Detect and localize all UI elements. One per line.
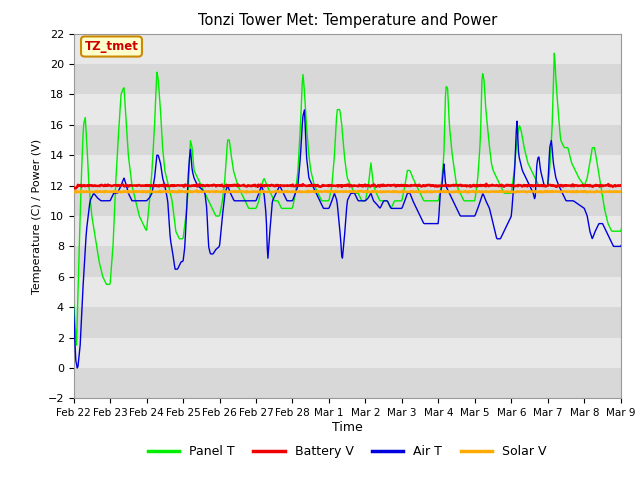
Battery V: [106, 182, 114, 188]
Bar: [74, 95, 621, 125]
Battery V: [425, 182, 433, 188]
Bar: [74, 155, 621, 186]
Y-axis label: Temperature (C) / Power (V): Temperature (C) / Power (V): [32, 138, 42, 294]
Bar: [74, 216, 621, 246]
Bar: [74, 125, 621, 155]
Panel T: [574, 173, 582, 179]
Battery V: [410, 183, 417, 189]
X-axis label: Time: Time: [332, 421, 363, 434]
Bar: [74, 34, 621, 64]
Legend: Panel T, Battery V, Air T, Solar V: Panel T, Battery V, Air T, Solar V: [143, 440, 552, 463]
Battery V: [70, 184, 77, 190]
Air T: [574, 201, 582, 207]
Text: TZ_tmet: TZ_tmet: [84, 40, 138, 53]
Air T: [70, 304, 77, 310]
Battery V: [514, 183, 522, 189]
Panel T: [106, 281, 114, 287]
Panel T: [410, 176, 417, 182]
Air T: [443, 185, 451, 191]
Line: Battery V: Battery V: [74, 184, 640, 188]
Panel T: [425, 198, 433, 204]
Solar V: [426, 189, 433, 195]
Line: Air T: Air T: [74, 110, 640, 368]
Battery V: [442, 182, 450, 188]
Solar V: [106, 189, 113, 194]
Bar: [74, 307, 621, 337]
Battery V: [574, 183, 582, 189]
Battery V: [72, 185, 79, 191]
Air T: [74, 365, 81, 371]
Bar: [74, 337, 621, 368]
Bar: [74, 64, 621, 95]
Air T: [106, 198, 114, 204]
Panel T: [442, 84, 450, 90]
Air T: [301, 107, 308, 113]
Panel T: [70, 301, 77, 307]
Bar: [74, 186, 621, 216]
Air T: [426, 221, 433, 227]
Bar: [74, 277, 621, 307]
Solar V: [410, 189, 418, 195]
Bar: [74, 246, 621, 277]
Bar: [74, 368, 621, 398]
Solar V: [70, 189, 77, 195]
Air T: [410, 200, 418, 206]
Panel T: [513, 136, 521, 142]
Solar V: [193, 188, 200, 193]
Solar V: [443, 189, 451, 195]
Line: Panel T: Panel T: [74, 53, 640, 345]
Panel T: [550, 50, 558, 56]
Air T: [514, 133, 522, 139]
Solar V: [574, 189, 582, 195]
Line: Solar V: Solar V: [74, 191, 640, 192]
Title: Tonzi Tower Met: Temperature and Power: Tonzi Tower Met: Temperature and Power: [198, 13, 497, 28]
Battery V: [483, 181, 490, 187]
Panel T: [73, 342, 81, 348]
Solar V: [514, 189, 522, 194]
Solar V: [125, 190, 133, 195]
